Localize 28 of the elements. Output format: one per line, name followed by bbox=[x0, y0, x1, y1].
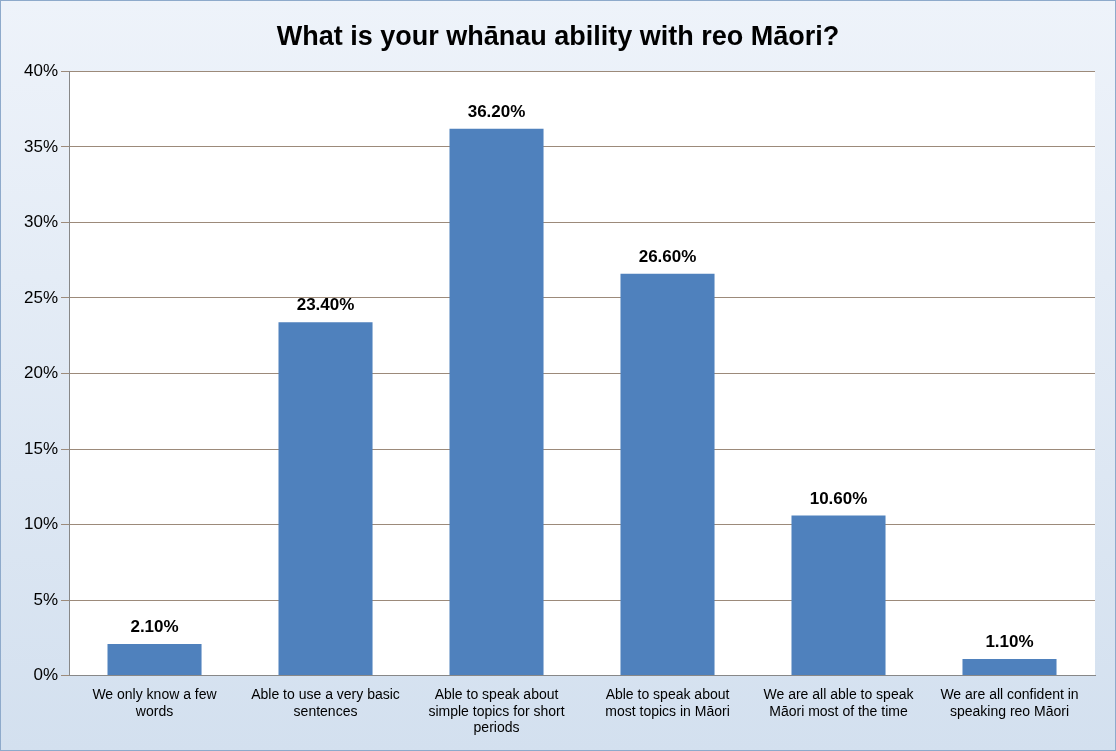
y-tick-label: 35% bbox=[23, 136, 59, 156]
x-tick-label: Able to use a very basic sentences bbox=[251, 685, 400, 719]
x-tick-label: We are all able to speak Māori most of the time bbox=[763, 685, 915, 719]
data-label: 1.10% bbox=[985, 632, 1034, 652]
y-tick-label: 40% bbox=[23, 61, 59, 81]
y-tick-label: 30% bbox=[23, 212, 59, 232]
bar bbox=[962, 658, 1057, 676]
y-tick-label: 0% bbox=[33, 665, 59, 685]
data-label: 26.60% bbox=[638, 246, 697, 266]
x-tick-label: We only know a few words bbox=[92, 685, 218, 719]
y-tick-label: 25% bbox=[23, 287, 59, 307]
bar bbox=[278, 322, 373, 676]
y-tick-label: 10% bbox=[23, 514, 59, 534]
chart-title: What is your whānau ability with reo Māori? bbox=[276, 20, 840, 51]
data-label: 10.60% bbox=[809, 488, 868, 508]
y-tick-label: 20% bbox=[23, 363, 59, 383]
bar bbox=[620, 273, 715, 676]
bar bbox=[449, 128, 544, 676]
data-label: 2.10% bbox=[130, 617, 179, 637]
bar bbox=[791, 515, 886, 676]
bar bbox=[107, 643, 202, 676]
x-tick-label: We are all confident in speaking reo Māori bbox=[940, 685, 1079, 719]
y-tick-label: 15% bbox=[23, 438, 59, 458]
y-tick-label: 5% bbox=[33, 589, 59, 609]
data-label: 36.20% bbox=[467, 101, 526, 121]
data-label: 23.40% bbox=[296, 295, 355, 315]
x-tick-label: Able to speak about most topics in Māori bbox=[605, 685, 730, 719]
x-tick-label: Able to speak about simple topics for short periods bbox=[428, 685, 565, 736]
